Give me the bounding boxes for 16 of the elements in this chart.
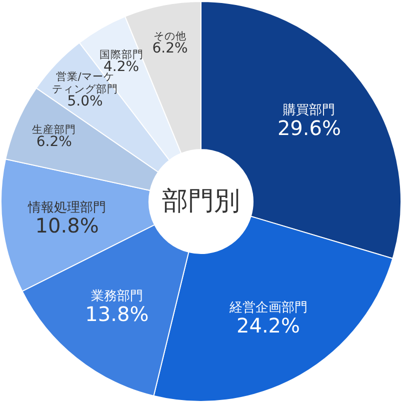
data-label: 13.8% [85, 302, 149, 326]
slice-label: 営業/マーケティング部門 [52, 70, 118, 96]
slice-label: 業務部門 [90, 289, 143, 304]
data-label: 5.0% [67, 94, 103, 110]
slice-label: 情報処理部門 [27, 200, 106, 216]
text: 部門別 [162, 186, 240, 216]
data-label: 6.2% [36, 134, 72, 150]
data-label: 6.2% [152, 40, 188, 57]
data-label: 29.6% [277, 116, 341, 140]
slice-label: 購買部門 [283, 102, 336, 118]
slice-label: 経営企画部門 [228, 300, 308, 316]
data-label: 10.8% [35, 213, 99, 238]
slice-label: 生産部門 [32, 122, 76, 136]
data-label: 24.2% [236, 314, 300, 338]
slice-label: 国際部門 [99, 48, 144, 61]
slice-label: その他 [154, 30, 187, 43]
